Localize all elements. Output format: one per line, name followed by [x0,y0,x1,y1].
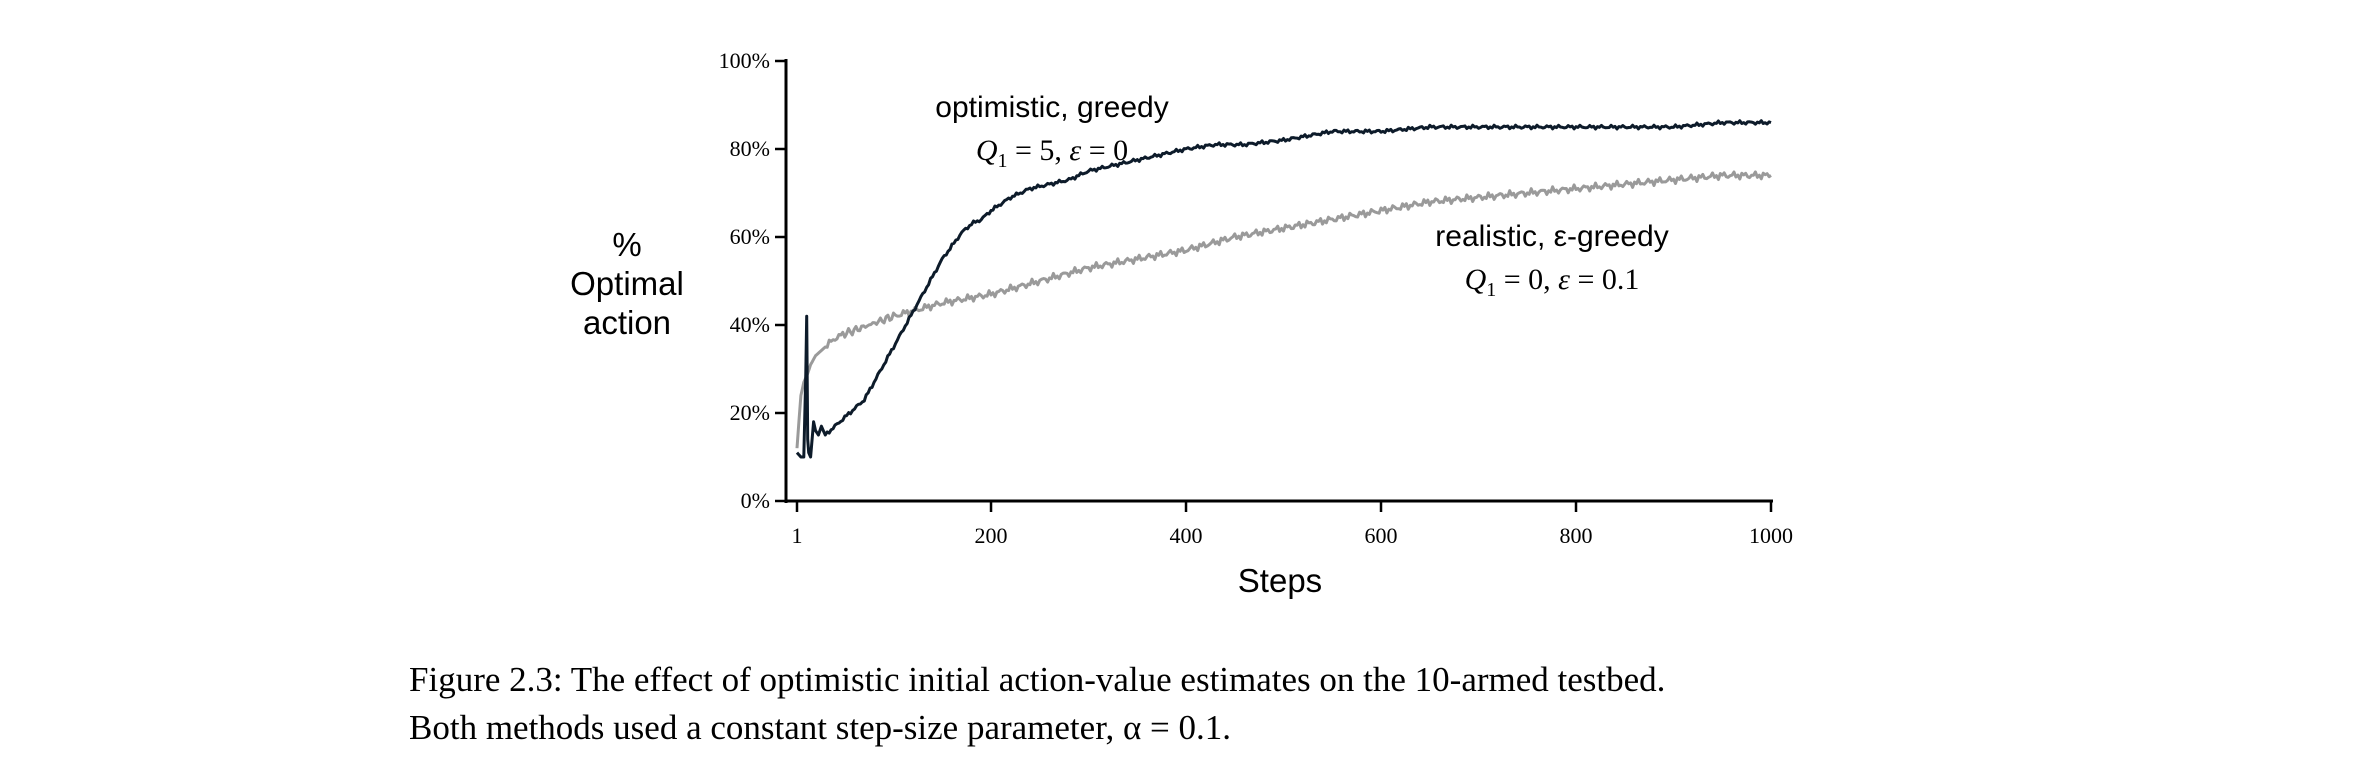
series-label-optimistic: optimistic, greedy [935,91,1168,124]
x-tick-label: 1000 [1749,523,1793,548]
x-tick-label: 800 [1560,523,1593,548]
param-epsilon-value: = 0 [1081,134,1128,167]
param-q-subscript: 1 [998,150,1008,172]
param-q-subscript: 1 [1486,279,1496,301]
x-tick-label: 400 [1170,523,1203,548]
series-line-optimistic-greedy [795,119,1772,459]
figure-caption: Figure 2.3: The effect of optimistic ini… [409,656,2009,752]
y-axis-label-line-3: action [583,304,671,341]
y-tick-label: 20% [730,400,770,425]
caption-line-2: Both methods used a constant step-size p… [409,708,1232,747]
chart-figure: 0% 20% 40% 60% 80% 100% 1 200 400 600 800 1000 % Op… [570,48,1793,599]
y-tick-label: 80% [730,136,770,161]
x-tick-label: 200 [975,523,1008,548]
series-params-realistic: Q1 = 0, ε = 0.1 [1465,263,1640,301]
y-tick-label: 60% [730,224,770,249]
x-tick-label: 600 [1365,523,1398,548]
series-label-realistic: realistic, ε-greedy [1435,220,1668,253]
y-axis-label-line-1: % [612,226,641,263]
y-tick-label: 0% [741,488,770,513]
param-q-symbol: Q [976,134,998,167]
y-tick-label: 40% [730,312,770,337]
series-params-optimistic: Q1 = 5, ε = 0 [976,134,1128,172]
x-tick-label: 1 [792,523,803,548]
param-q-value: = 5, [1008,134,1070,167]
param-epsilon-value: = 0.1 [1570,263,1639,296]
axes [784,59,1773,503]
series-line-realistic-epsilon-greedy [795,170,1772,449]
y-tick-label: 100% [719,48,770,73]
param-epsilon-symbol: ε [1069,134,1081,167]
ticks: 0% 20% 40% 60% 80% 100% 1 200 400 600 800 1000 [719,48,1793,548]
param-epsilon-symbol: ε [1558,263,1570,296]
caption-line-1: Figure 2.3: The effect of optimistic ini… [409,660,1666,699]
y-axis-label-line-2: Optimal [570,265,684,302]
plot-area [795,119,1772,459]
param-q-value: = 0, [1496,263,1558,296]
param-q-symbol: Q [1465,263,1487,296]
x-axis-label: Steps [1238,562,1322,599]
